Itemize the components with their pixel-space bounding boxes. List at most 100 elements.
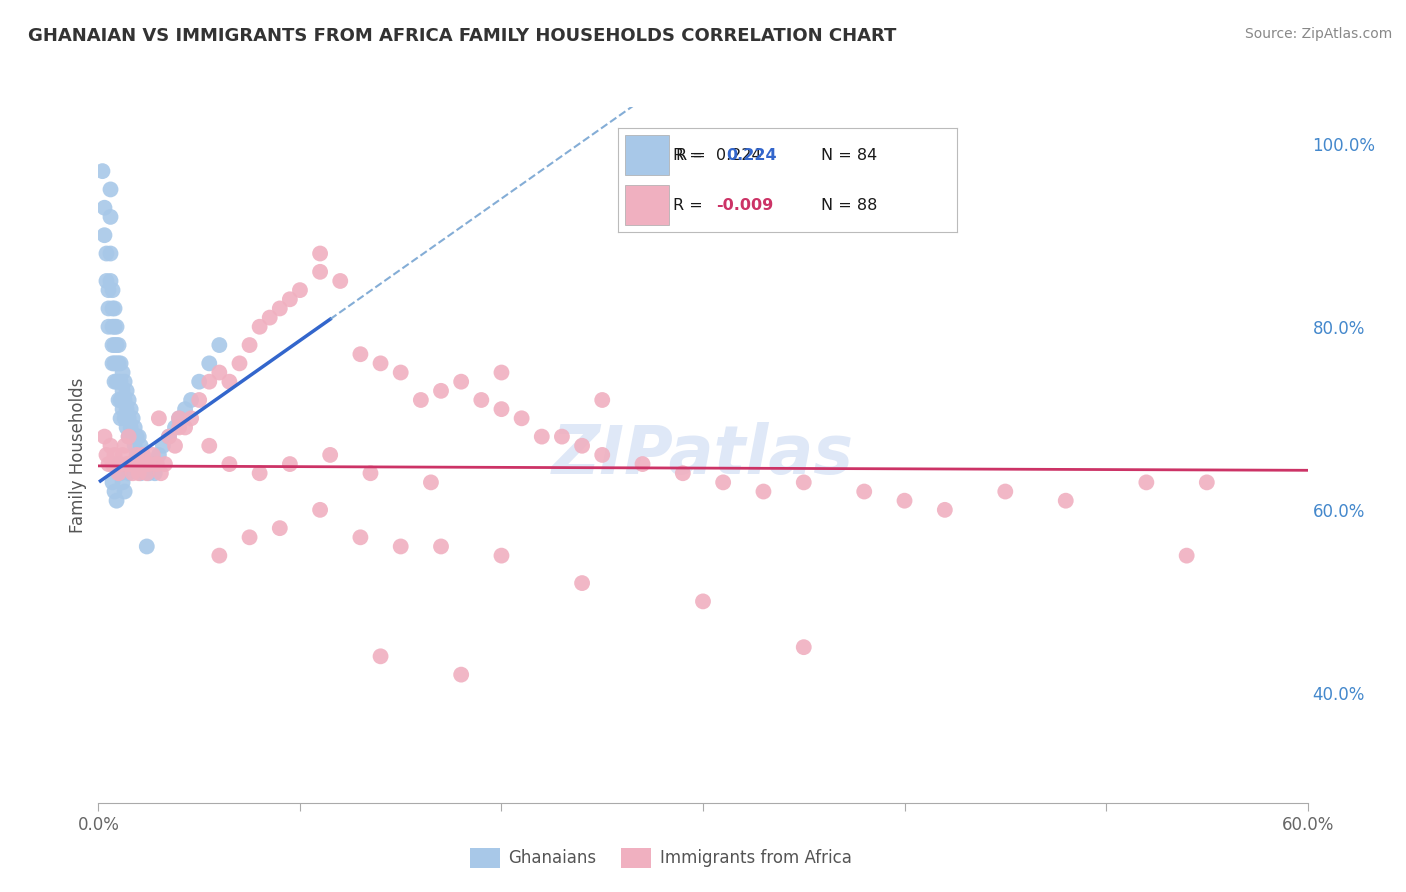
Point xyxy=(409,392,432,407)
Point xyxy=(103,338,125,352)
Point xyxy=(198,375,221,389)
Point xyxy=(118,392,141,407)
Point xyxy=(228,356,250,370)
Point xyxy=(107,356,129,370)
Point xyxy=(134,457,156,471)
Point xyxy=(450,667,472,681)
Point xyxy=(135,457,157,471)
Point xyxy=(129,467,152,481)
Point xyxy=(111,475,134,490)
Point xyxy=(218,457,240,471)
Point xyxy=(752,484,775,499)
Point xyxy=(278,457,301,471)
Point xyxy=(103,301,125,316)
Point xyxy=(100,182,122,196)
Point xyxy=(389,366,412,380)
Point xyxy=(135,540,157,554)
Point xyxy=(134,457,156,471)
Point xyxy=(114,411,136,425)
Point xyxy=(114,375,136,389)
Point xyxy=(100,274,122,288)
Point xyxy=(110,375,132,389)
Point xyxy=(103,375,125,389)
Point xyxy=(349,347,371,361)
Point xyxy=(389,540,412,554)
Point xyxy=(329,274,352,288)
Point xyxy=(93,201,115,215)
Point xyxy=(118,429,141,443)
Point xyxy=(107,338,129,352)
Point xyxy=(142,448,165,462)
Point xyxy=(994,484,1017,499)
Point xyxy=(180,411,202,425)
Point xyxy=(239,338,262,352)
Point xyxy=(450,375,472,389)
Point xyxy=(101,356,124,370)
Point xyxy=(163,439,186,453)
Point xyxy=(672,467,695,481)
Point xyxy=(91,164,114,178)
Point xyxy=(105,375,128,389)
Point xyxy=(100,246,122,260)
Point xyxy=(142,457,165,471)
Point xyxy=(180,392,202,407)
Point xyxy=(163,420,186,434)
Point xyxy=(110,467,132,481)
Point xyxy=(124,439,146,453)
Point xyxy=(591,448,613,462)
Point xyxy=(143,467,166,481)
Point xyxy=(198,356,221,370)
Point xyxy=(105,356,128,370)
Point xyxy=(121,429,143,443)
Point xyxy=(174,402,197,417)
Point xyxy=(148,411,170,425)
Point xyxy=(93,228,115,243)
Point xyxy=(793,475,815,490)
Point xyxy=(360,467,382,481)
Legend: Ghanaians, Immigrants from Africa: Ghanaians, Immigrants from Africa xyxy=(464,841,858,875)
Point xyxy=(152,439,174,453)
Point xyxy=(97,283,120,297)
Point xyxy=(309,265,332,279)
Point xyxy=(1135,475,1157,490)
Point xyxy=(115,457,138,471)
Point xyxy=(105,493,128,508)
Point xyxy=(110,392,132,407)
Point xyxy=(153,457,176,471)
Point xyxy=(124,457,146,471)
Point xyxy=(259,310,281,325)
Point xyxy=(157,429,180,443)
Point xyxy=(97,457,120,471)
Point xyxy=(111,384,134,398)
Point xyxy=(309,503,332,517)
Point xyxy=(893,493,915,508)
Point xyxy=(793,640,815,655)
Point xyxy=(174,420,197,434)
Point xyxy=(103,356,125,370)
Point xyxy=(120,457,142,471)
Point xyxy=(491,366,513,380)
Point xyxy=(111,448,134,462)
Point xyxy=(115,420,138,434)
Text: Source: ZipAtlas.com: Source: ZipAtlas.com xyxy=(1244,27,1392,41)
Point xyxy=(430,384,453,398)
Point xyxy=(269,301,291,316)
Point xyxy=(208,549,231,563)
Point xyxy=(309,246,332,260)
Text: GHANAIAN VS IMMIGRANTS FROM AFRICA FAMILY HOUSEHOLDS CORRELATION CHART: GHANAIAN VS IMMIGRANTS FROM AFRICA FAMIL… xyxy=(28,27,897,45)
Point xyxy=(125,448,148,462)
Point xyxy=(101,338,124,352)
Point xyxy=(571,439,593,453)
Point xyxy=(510,411,533,425)
Point xyxy=(101,319,124,334)
Point xyxy=(93,429,115,443)
Point xyxy=(146,457,169,471)
Point xyxy=(188,375,211,389)
Point xyxy=(1195,475,1218,490)
Point xyxy=(491,402,513,417)
Point xyxy=(198,439,221,453)
Point xyxy=(370,356,392,370)
Point xyxy=(103,484,125,499)
Point xyxy=(128,448,150,462)
Point xyxy=(132,448,155,462)
